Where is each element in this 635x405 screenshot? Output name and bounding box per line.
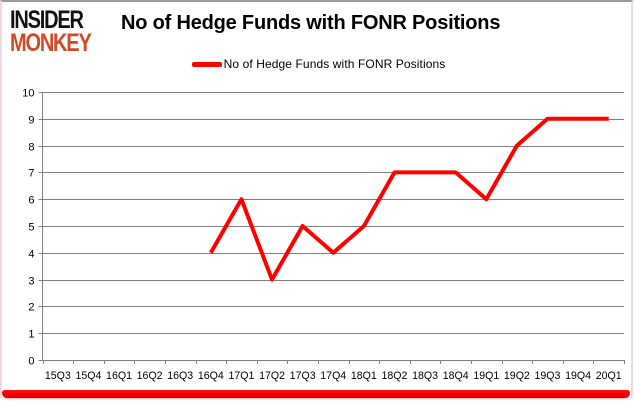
x-axis-label: 17Q1 — [228, 370, 254, 382]
x-axis-label: 19Q2 — [504, 370, 530, 382]
series-line — [209, 116, 609, 282]
y-axis-label: 10 — [22, 88, 34, 100]
x-axis-label: 18Q1 — [351, 370, 377, 382]
x-axis-label: 18Q3 — [412, 370, 438, 382]
y-axis-label: 3 — [28, 276, 34, 288]
legend-label: No of Hedge Funds with FONR Positions — [223, 57, 446, 71]
legend: No of Hedge Funds with FONR Positions — [2, 57, 635, 71]
insider-monkey-logo: INSIDER MONKEY — [10, 6, 98, 57]
legend-line-swatch — [191, 61, 222, 67]
x-axis-label: 16Q2 — [137, 370, 163, 382]
chart-frame: INSIDER MONKEY No of Hedge Funds with FO… — [0, 0, 633, 398]
logo-monkey-text: MONKEY — [10, 29, 92, 57]
x-axis-label: 15Q3 — [45, 370, 71, 382]
x-axis-label: 19Q4 — [565, 370, 591, 382]
y-axis-label: 8 — [28, 142, 34, 154]
x-axis-label: 15Q4 — [75, 370, 101, 382]
plot-area: 0 1 2 3 4 5 6 7 8 9 10 15Q3 15Q4 16Q1 16Q2 16Q3 16Q4 17Q1… — [22, 88, 625, 382]
x-axis-label: 20Q1 — [596, 370, 622, 382]
x-axis-label: 18Q4 — [443, 370, 469, 382]
y-axis-label: 0 — [28, 356, 34, 368]
x-axis-label: 16Q3 — [167, 370, 193, 382]
x-axis-label: 19Q3 — [535, 370, 561, 382]
y-axis-label: 7 — [28, 168, 34, 180]
chart-title: No of Hedge Funds with FONR Positions — [121, 12, 501, 34]
y-axis-label: 1 — [28, 329, 34, 341]
x-axis-label: 16Q4 — [198, 370, 224, 382]
frame-bottom-red-bar — [2, 390, 630, 398]
x-axis-label: 17Q4 — [320, 370, 346, 382]
y-axis-label: 9 — [28, 115, 34, 127]
x-axis-label: 18Q2 — [381, 370, 407, 382]
y-axis-label: 6 — [28, 195, 34, 207]
y-axis-label: 4 — [28, 249, 34, 261]
x-axis-label: 19Q1 — [473, 370, 499, 382]
y-axis-label: 2 — [28, 302, 34, 314]
x-axis-label: 16Q1 — [106, 370, 132, 382]
x-axis-label: 17Q3 — [290, 370, 316, 382]
y-axis-label: 5 — [28, 222, 34, 234]
logo-insider-text: INSIDER — [10, 6, 84, 34]
x-axis-label: 17Q2 — [259, 370, 285, 382]
